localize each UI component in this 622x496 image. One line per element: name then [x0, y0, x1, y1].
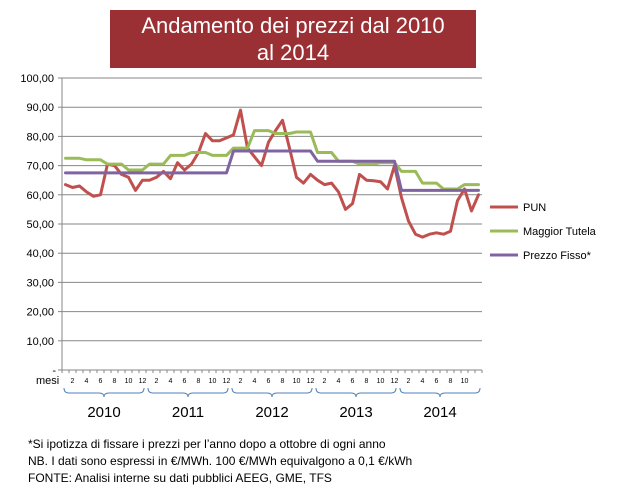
x-tick-label: 6	[351, 378, 355, 385]
x-tick-label: 8	[449, 378, 453, 385]
year-label: 2011	[172, 404, 204, 421]
series-line-maggior-tutela	[64, 129, 480, 191]
y-axis-ticks: - 10,00 20,00 30,00 40,00 50,00 60,00 70,00 80,0…	[20, 73, 56, 377]
year-label: 2013	[339, 404, 372, 421]
y-tick-label: 60,00	[26, 190, 54, 202]
year-label: 2014	[423, 404, 456, 421]
y-tick-label: 100,00	[20, 73, 54, 85]
x-tick-label: 10	[461, 378, 469, 385]
x-axis-ticks: mesi 2 4 6 8 10 12 2 4 6 8 10 12 2 4 6 8 10 12 2 4 6 8 10 12 2 4 6 8…	[36, 370, 483, 387]
y-tick-label: 70,00	[26, 161, 54, 173]
year-bracket	[63, 387, 145, 398]
year-bracket	[231, 387, 313, 398]
x-tick-label: 4	[253, 378, 257, 385]
x-tick-label: 6	[99, 378, 103, 385]
line-chart: - 10,00 20,00 30,00 40,00 50,00 60,00 70,00 80,0…	[20, 73, 597, 421]
year-label: 2010	[87, 404, 120, 421]
series-line-prezzo-fisso	[64, 149, 480, 192]
x-tick-label: 4	[169, 378, 173, 385]
y-tick-label: 80,00	[26, 131, 54, 143]
legend-label: Maggior Tutela	[523, 226, 597, 238]
x-tick-label: 4	[421, 378, 425, 385]
gridlines	[58, 77, 482, 371]
year-brackets: 2010 2011 2012 2013 2014	[63, 387, 481, 421]
series-line-pun	[64, 108, 480, 239]
x-tick-label: 12	[139, 378, 147, 385]
footnote-source: FONTE: Analisi interne su dati pubblici …	[28, 471, 332, 485]
x-tick-label: 10	[377, 378, 385, 385]
x-tick-label: 2	[323, 378, 327, 385]
x-tick-label: 6	[267, 378, 271, 385]
x-tick-label: 8	[281, 378, 285, 385]
chart-title: Andamento dei prezzi dal 2010 al 2014	[110, 10, 476, 68]
series-lines	[64, 108, 480, 239]
legend-label: PUN	[523, 202, 546, 214]
y-tick-label: 10,00	[26, 336, 54, 348]
x-tick-label: 6	[435, 378, 439, 385]
x-tick-label: 8	[197, 378, 201, 385]
x-tick-label: 12	[307, 378, 315, 385]
x-tick-label: 4	[85, 378, 89, 385]
y-tick-label: 30,00	[26, 277, 54, 289]
y-tick-label: 20,00	[26, 307, 54, 319]
year-label: 2012	[255, 404, 288, 421]
x-tick-label: 12	[391, 378, 399, 385]
x-tick-label: 2	[239, 378, 243, 385]
x-tick-label: 6	[183, 378, 187, 385]
x-tick-label: 2	[407, 378, 411, 385]
y-tick-label: 90,00	[26, 102, 54, 114]
x-tick-label: 2	[71, 378, 75, 385]
year-bracket	[399, 387, 481, 398]
x-tick-label: 12	[223, 378, 231, 385]
x-tick-label: 8	[365, 378, 369, 385]
y-tick-label: 50,00	[26, 219, 54, 231]
x-tick-label: 2	[155, 378, 159, 385]
x-tick-label: 10	[293, 378, 301, 385]
y-tick-label: -	[52, 365, 56, 377]
y-tick-label: 40,00	[26, 248, 54, 260]
x-tick-label: 8	[113, 378, 117, 385]
x-tick-label: 10	[125, 378, 133, 385]
year-bracket	[315, 387, 397, 398]
x-tick-label: 10	[209, 378, 217, 385]
footnotes: *Si ipotizza di fissare i prezzi per l’a…	[28, 436, 412, 487]
x-axis-label: mesi	[36, 375, 59, 387]
legend: PUN Maggior Tutela Prezzo Fisso*	[490, 202, 597, 262]
footnote-units: NB. I dati sono espressi in €/MWh. 100 €…	[28, 454, 413, 468]
x-tick-label: 4	[337, 378, 341, 385]
footnote-hypothesis: *Si ipotizza di fissare i prezzi per l’a…	[28, 437, 386, 451]
legend-label: Prezzo Fisso*	[523, 250, 592, 262]
year-bracket	[147, 387, 229, 398]
